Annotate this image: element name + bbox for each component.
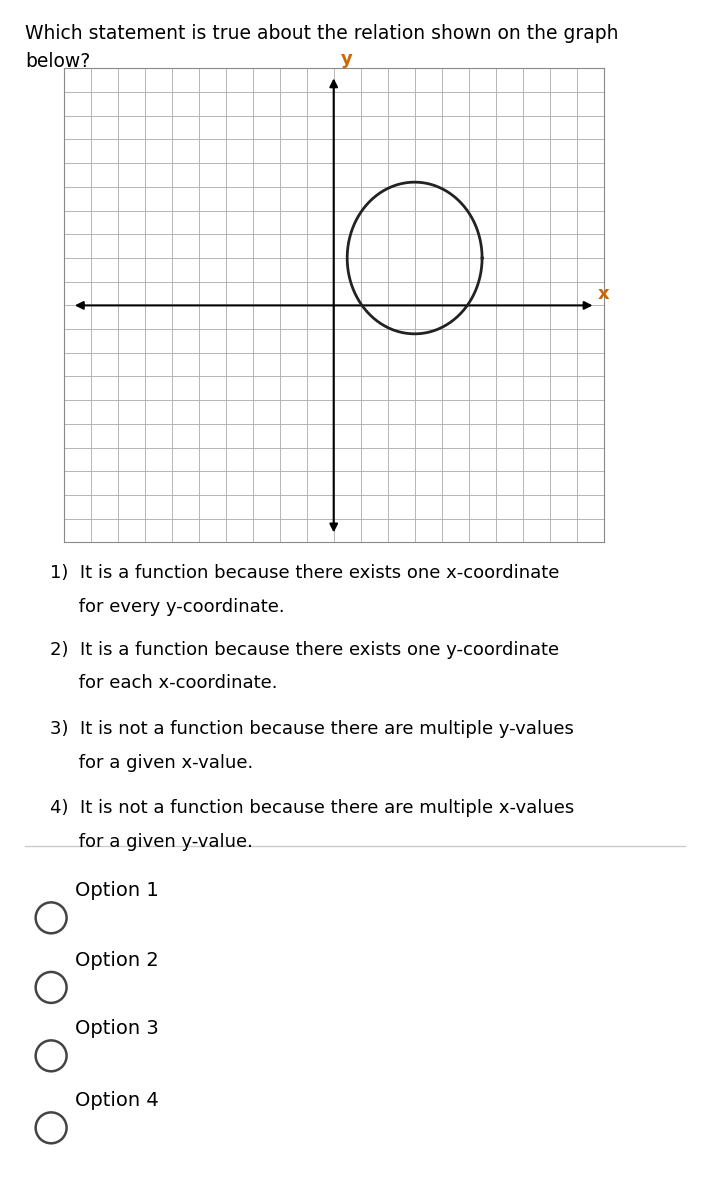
- Text: Which statement is true about the relation shown on the graph: Which statement is true about the relati…: [25, 24, 618, 43]
- Text: x: x: [598, 284, 610, 302]
- Text: for every y-coordinate.: for every y-coordinate.: [50, 598, 284, 616]
- Text: Option 2: Option 2: [75, 950, 158, 970]
- Text: Option 4: Option 4: [75, 1091, 158, 1110]
- Text: for a given x-value.: for a given x-value.: [50, 754, 253, 772]
- Text: for each x-coordinate.: for each x-coordinate.: [50, 674, 277, 692]
- Text: Option 1: Option 1: [75, 881, 158, 900]
- Text: 4)  It is not a function because there are multiple x-values: 4) It is not a function because there ar…: [50, 799, 574, 817]
- Text: Option 3: Option 3: [75, 1019, 158, 1038]
- Text: 3)  It is not a function because there are multiple y-values: 3) It is not a function because there ar…: [50, 720, 574, 738]
- Text: 1)  It is a function because there exists one x-coordinate: 1) It is a function because there exists…: [50, 564, 559, 582]
- Text: for a given y-value.: for a given y-value.: [50, 833, 253, 851]
- Text: y: y: [342, 50, 353, 68]
- Text: 2)  It is a function because there exists one y-coordinate: 2) It is a function because there exists…: [50, 641, 559, 659]
- Text: below?: below?: [25, 52, 90, 71]
